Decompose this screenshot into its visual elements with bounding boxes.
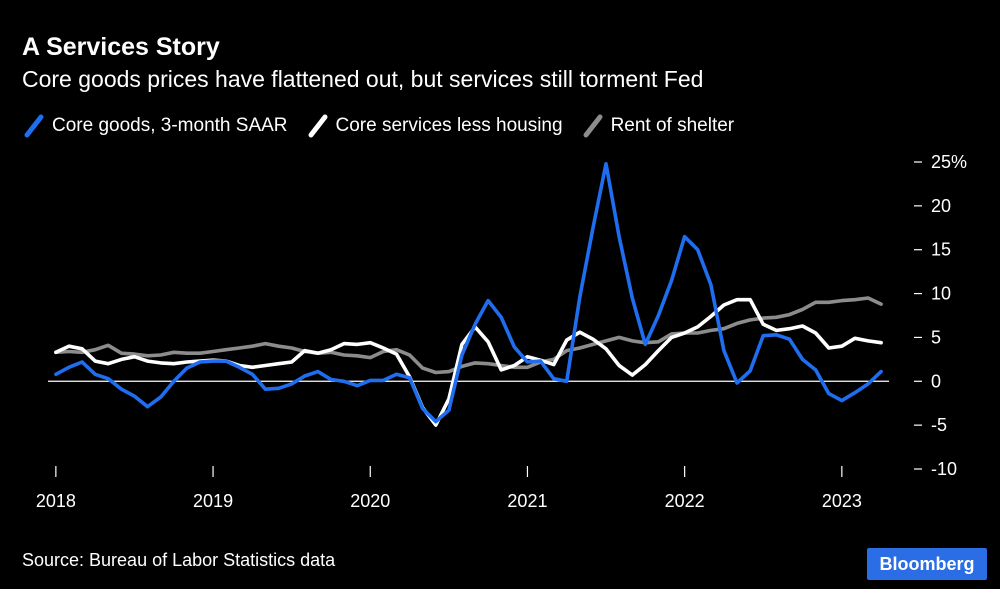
series-line-core-goods-3-month-saar bbox=[54, 162, 883, 424]
y-tick-label: -5 bbox=[931, 415, 947, 435]
x-tick-label: 2020 bbox=[350, 491, 390, 511]
legend-label-core-services: Core services less housing bbox=[335, 115, 563, 136]
legend-label-core-goods: Core goods, 3-month SAAR bbox=[52, 115, 288, 136]
legend: Core goods, 3-month SAAR Core services l… bbox=[22, 114, 752, 138]
legend-swatch-line bbox=[583, 114, 603, 138]
legend-label-rent-of-shelter: Rent of shelter bbox=[610, 115, 735, 136]
x-tick-label: 2019 bbox=[193, 491, 233, 511]
y-tick-label: 25% bbox=[931, 152, 967, 172]
y-tick-label: -10 bbox=[931, 459, 957, 479]
y-tick-label: 0 bbox=[931, 371, 941, 391]
x-tick-label: 2018 bbox=[36, 491, 76, 511]
x-tick-label: 2021 bbox=[507, 491, 547, 511]
chart-subtitle: Core goods prices have flattened out, bu… bbox=[22, 66, 704, 92]
x-tick-label: 2022 bbox=[665, 491, 705, 511]
legend-item-core-goods: Core goods, 3-month SAAR bbox=[22, 114, 288, 138]
legend-swatch-core-services bbox=[308, 114, 328, 138]
legend-swatch-core-goods bbox=[24, 114, 44, 138]
y-tick-label: 5 bbox=[931, 327, 941, 347]
legend-item-core-services: Core services less housing bbox=[306, 114, 563, 138]
y-tick-label: 20 bbox=[931, 196, 951, 216]
chart-title: A Services Story bbox=[22, 33, 220, 61]
source-note: Source: Bureau of Labor Statistics data bbox=[22, 550, 336, 570]
legend-swatch-line bbox=[24, 114, 44, 138]
bloomberg-logo: Bloomberg bbox=[867, 548, 987, 580]
y-tick-label: 15 bbox=[931, 240, 951, 260]
y-tick-label: 10 bbox=[931, 284, 951, 304]
legend-item-rent-of-shelter: Rent of shelter bbox=[581, 114, 735, 138]
legend-swatch-line bbox=[308, 114, 328, 138]
x-tick-label: 2023 bbox=[822, 491, 862, 511]
legend-swatch-rent-of-shelter bbox=[583, 114, 603, 138]
series-line-rent-of-shelter bbox=[54, 296, 883, 375]
